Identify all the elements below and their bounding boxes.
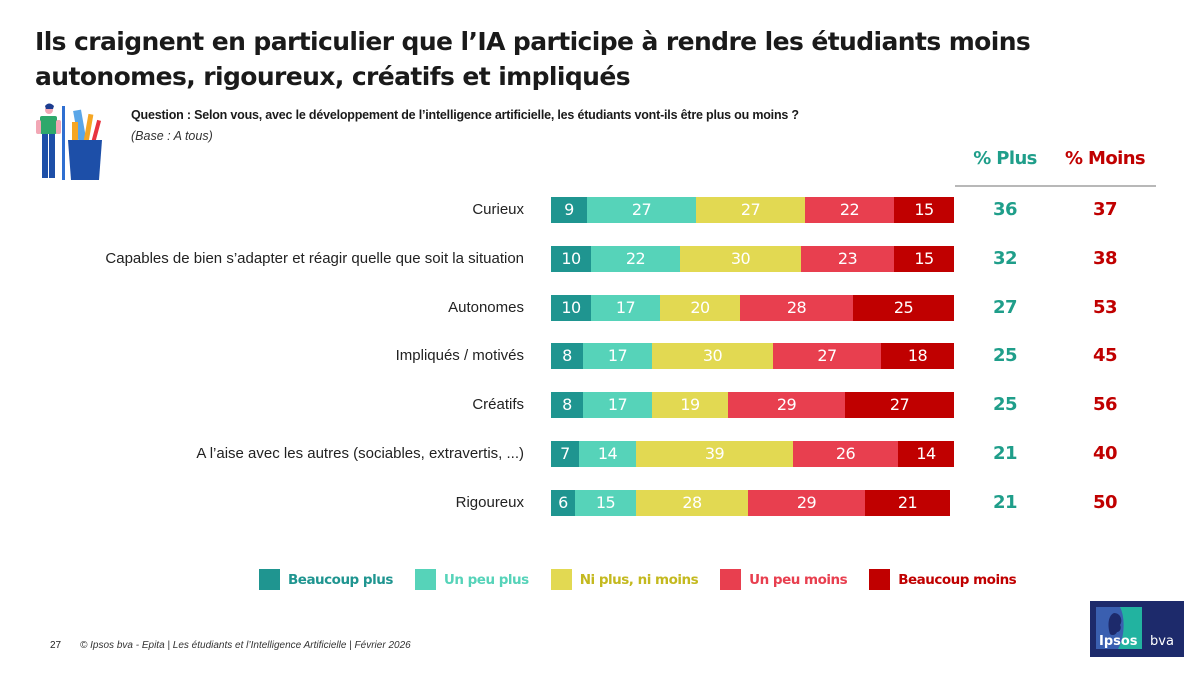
bar-segment: 26 [793, 441, 898, 467]
bar-segment: 10 [551, 295, 591, 321]
bar-segment: 14 [579, 441, 636, 467]
legend-swatch [414, 569, 436, 590]
legend-label: Un peu plus [443, 571, 529, 588]
bar-segment: 9 [551, 197, 587, 223]
bar-segment: 29 [728, 392, 845, 418]
bar-segment: 21 [865, 490, 950, 516]
category-label: Créatifs [472, 396, 524, 413]
legend-item-un-peu-plus: Un peu plus [414, 569, 529, 590]
bar-segment: 6 [551, 490, 575, 516]
page-number: 27 [50, 640, 62, 651]
bar-segment: 28 [636, 490, 748, 516]
bar-segment: 8 [551, 343, 583, 369]
bar-segment: 15 [575, 490, 636, 516]
column-header-moins: % Moins [1064, 148, 1146, 169]
chart-legend: Beaucoup plus Un peu plus Ni plus, ni mo… [259, 569, 1038, 590]
category-label: Capables de bien s’adapter et réagir que… [105, 250, 524, 267]
stacked-bar: 9 27 27 22 15 [551, 197, 954, 223]
legend-item-beaucoup-moins: Beaucoup moins [869, 569, 1017, 590]
bar-segment: 25 [853, 295, 954, 321]
legend-swatch [259, 569, 280, 590]
pct-plus-value: 32 [992, 248, 1018, 269]
stacked-bar: 10 17 20 28 25 [551, 295, 954, 321]
pct-moins-value: 50 [1092, 492, 1118, 513]
pct-moins-value: 37 [1092, 199, 1118, 220]
pct-moins-value: 53 [1092, 297, 1118, 318]
pct-plus-value: 36 [992, 199, 1018, 220]
bar-segment: 15 [894, 197, 954, 223]
category-label: Impliqués / motivés [395, 347, 524, 364]
bar-segment: 27 [696, 197, 805, 223]
bar-segment: 23 [801, 246, 894, 272]
pct-plus-value: 25 [992, 345, 1018, 366]
bar-segment: 17 [591, 295, 660, 321]
bar-segment: 18 [881, 343, 954, 369]
bar-segment: 8 [551, 392, 583, 418]
pct-plus-value: 27 [992, 297, 1018, 318]
pct-plus-value: 21 [992, 492, 1018, 513]
bar-segment: 30 [680, 246, 801, 272]
legend-item-beaucoup-plus: Beaucoup plus [259, 569, 393, 590]
pct-moins-value: 40 [1092, 443, 1118, 464]
bar-segment: 28 [740, 295, 853, 321]
legend-item-un-peu-moins: Un peu moins [720, 569, 848, 590]
legend-label: Ni plus, ni moins [579, 571, 699, 588]
pct-plus-value: 25 [992, 394, 1018, 415]
bar-segment: 27 [845, 392, 954, 418]
column-header-plus: % Plus [973, 148, 1037, 169]
pct-moins-value: 38 [1092, 248, 1118, 269]
stacked-bar: 8 17 19 29 27 [551, 392, 954, 418]
legend-label: Un peu moins [749, 571, 848, 588]
page-title-line-1: Ils craignent en particulier que l’IA pa… [35, 27, 1031, 56]
bar-segment: 17 [583, 343, 652, 369]
bar-segment: 7 [551, 441, 579, 467]
bar-segment: 10 [551, 246, 591, 272]
legend-item-ni-plus-ni-moins: Ni plus, ni moins [550, 569, 699, 590]
pct-plus-value: 21 [992, 443, 1018, 464]
legend-swatch [869, 569, 891, 590]
legend-label: Beaucoup plus [288, 571, 393, 588]
pct-moins-value: 56 [1092, 394, 1118, 415]
bar-segment: 14 [898, 441, 954, 467]
student-tools-illustration-icon [36, 103, 102, 180]
bar-segment: 17 [583, 392, 652, 418]
bar-segment: 27 [587, 197, 696, 223]
legend-label: Beaucoup moins [898, 571, 1017, 588]
stacked-bar: 6 15 28 29 21 [551, 490, 954, 516]
bar-segment: 39 [636, 441, 793, 467]
category-label: Rigoureux [455, 494, 524, 511]
stacked-bar: 10 22 30 23 15 [551, 246, 954, 272]
logo-brand-text: Ipsos [1099, 634, 1138, 649]
category-label: Autonomes [448, 299, 524, 316]
category-label: Curieux [472, 201, 524, 218]
bar-segment: 20 [660, 295, 740, 321]
bar-segment: 27 [773, 343, 881, 369]
bar-segment: 30 [652, 343, 773, 369]
page-title: Ils craignent en particulier que l’IA pa… [35, 24, 1035, 94]
bar-segment: 19 [652, 392, 728, 418]
bar-segment: 22 [591, 246, 680, 272]
legend-swatch [550, 569, 572, 590]
logo-sub-text: bva [1150, 634, 1174, 649]
bar-segment: 22 [805, 197, 894, 223]
footer-copyright: © Ipsos bva - Epita | Les étudiants et l… [80, 640, 411, 651]
bar-segment: 29 [748, 490, 865, 516]
pct-moins-value: 45 [1092, 345, 1118, 366]
legend-swatch [720, 569, 742, 590]
stacked-bar: 7 14 39 26 14 [551, 441, 954, 467]
bar-segment: 15 [894, 246, 954, 272]
category-label: A l’aise avec les autres (sociables, ext… [196, 445, 524, 462]
base-note: (Base : A tous) [131, 129, 213, 143]
column-header-divider [955, 185, 1156, 187]
page-title-line-2: autonomes, rigoureux, créatifs et impliq… [35, 62, 631, 91]
ipsos-bva-logo: Ipsos bva [1090, 601, 1184, 657]
question-text: Question : Selon vous, avec le développe… [131, 108, 799, 122]
stacked-bar: 8 17 30 27 18 [551, 343, 954, 369]
